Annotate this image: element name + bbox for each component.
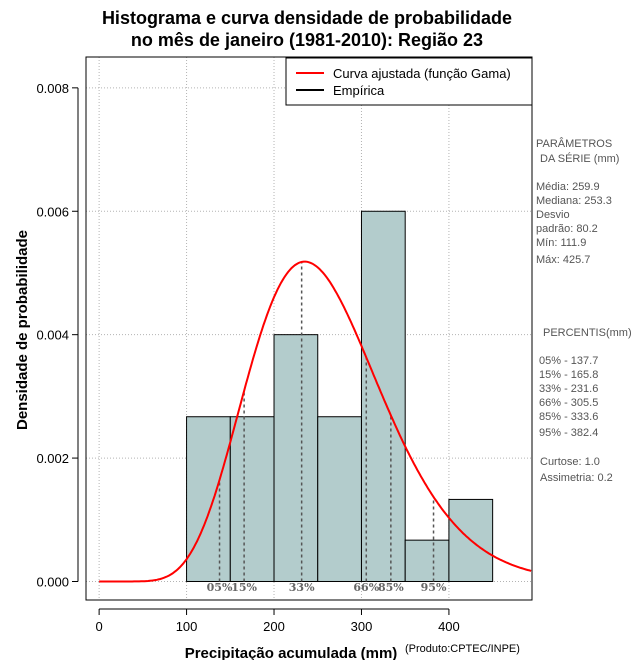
percentil-line: 33% - 231.6 (539, 383, 598, 395)
stat-skewness: Assimetria: 0.2 (540, 472, 613, 484)
x-tick-label: 200 (263, 619, 285, 634)
gamma-curve (99, 260, 532, 583)
x-tick-label: 100 (176, 619, 198, 634)
chart-title-line2: no mês de janeiro (1981-2010): Região 23 (131, 30, 483, 50)
percentile-label: 05% (207, 581, 233, 594)
histogram-bar (404, 539, 450, 582)
legend-label-empirical: Empírica (333, 83, 385, 98)
x-tick-label: 300 (351, 619, 373, 634)
y-tick-label: 0.006 (36, 204, 69, 219)
percentile-label: 66% (353, 581, 379, 594)
percentil-line: 05% - 137.7 (539, 355, 598, 367)
x-axis-label: Precipitação acumulada (mm) (185, 645, 398, 660)
y-axis-label: Densidade de probabilidade (14, 230, 31, 430)
y-tick-label: 0.002 (36, 451, 69, 466)
param-line: Mín: 111.9 (536, 237, 586, 249)
percentile-markers (218, 261, 435, 582)
histogram-bar (273, 334, 319, 582)
legend-label-curve: Curva ajustada (função Gama) (333, 66, 511, 81)
product-credit: (Produto:CPTEC/INPE) (405, 643, 520, 655)
percentile-labels: 05%15% 33% 66%85% 95% (207, 581, 447, 594)
histogram-bar (317, 416, 362, 582)
parameters-panel: PARÂMETROS DA SÉRIE (mm) Média: 259.9 Me… (536, 137, 619, 266)
histogram-bar (229, 416, 275, 582)
parameters-title: PARÂMETROS (536, 137, 612, 150)
percentile-label: 33% (289, 581, 315, 594)
stats-panel: Curtose: 1.0 Assimetria: 0.2 (540, 456, 613, 484)
x-tick-label: 400 (438, 619, 460, 634)
x-tick-label: 0 (96, 619, 103, 634)
percentil-line: 85% - 333.6 (539, 411, 598, 423)
param-line: Mediana: 253.3 (536, 195, 612, 207)
percentis-title: PERCENTIS(mm) (543, 327, 632, 339)
y-tick-label: 0.008 (36, 81, 69, 96)
stat-kurtosis: Curtose: 1.0 (540, 456, 600, 468)
chart-title-line1: Histograma e curva densidade de probabil… (102, 8, 512, 28)
parameters-subtitle: DA SÉRIE (mm) (540, 152, 619, 165)
percentil-line: 15% - 165.8 (539, 369, 598, 381)
y-tick-label: 0.004 (36, 328, 69, 343)
percentil-line: 95% - 382.4 (539, 427, 598, 439)
gamma-curve-group (99, 260, 532, 583)
percentil-line: 66% - 305.5 (539, 397, 598, 409)
y-tick-label: 0.000 (36, 574, 69, 589)
histogram-bar (186, 416, 231, 582)
percentile-label: 95% (421, 581, 447, 594)
legend-box (285, 57, 533, 106)
percentile-label: 85% (378, 581, 404, 594)
percentis-panel: PERCENTIS(mm) 05% - 137.7 15% - 165.8 33… (539, 327, 632, 439)
param-line: padrão: 80.2 (536, 223, 598, 235)
param-line: Máx: 425.7 (536, 254, 590, 266)
param-line: Desvio (536, 209, 570, 221)
histogram-bars (186, 210, 494, 582)
param-line: Média: 259.9 (536, 181, 600, 193)
percentile-label: 15% (231, 581, 257, 594)
axes: 0 100 200 300 400 0.000 0.002 0.004 0.006 0.008 (36, 81, 459, 634)
legend: Curva ajustada (função Gama) Empírica (285, 57, 533, 106)
plot-frame (85, 56, 533, 601)
